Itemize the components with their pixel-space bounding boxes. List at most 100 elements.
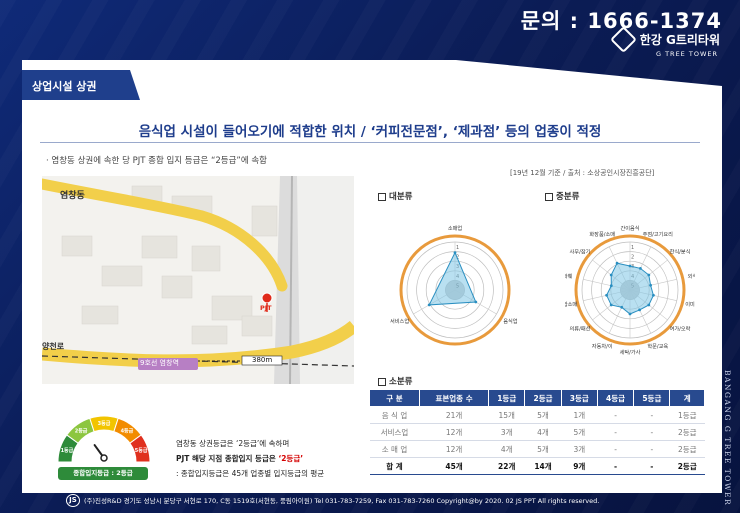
radar-tick-label: 1	[631, 245, 634, 251]
radar-point	[647, 273, 651, 277]
radar-medium-header-text: 중분류	[556, 192, 580, 202]
radar-point	[652, 293, 655, 297]
station-label: 9호선 염창역	[140, 359, 179, 367]
table-cell: -	[633, 423, 670, 441]
table-cell: 5개	[524, 406, 562, 424]
company-logo-icon: JS	[66, 494, 80, 507]
map-label-top: 염창동	[60, 191, 85, 201]
radar-axis-label: 주점/고기요리	[643, 230, 674, 238]
radar-medium-header: 중분류	[545, 190, 579, 202]
table-cell: -	[597, 423, 634, 441]
section-tag: 상업시설 상권	[32, 80, 97, 93]
grade-gauge: 1등급 2등급 3등급 4등급 5등급	[42, 412, 166, 466]
table-cell: -	[597, 440, 634, 458]
table-cell: 2등급	[669, 440, 705, 458]
gauge-segment-label: 3등급	[98, 420, 111, 427]
radar-axis-label: 소매업	[448, 225, 463, 232]
table-header-text: 소분류	[389, 377, 413, 387]
note-line2: PJT 해당 지점 종합입지 등급은 ‘2등급’	[176, 453, 303, 464]
table-cell: 4개	[524, 423, 562, 441]
radar-axis-label: 음식업	[503, 317, 518, 325]
radar-axis-label: 의류/패션	[570, 325, 591, 333]
table-cell: -	[633, 440, 670, 458]
gauge-graphic: 1등급 2등급 3등급 4등급 5등급	[57, 415, 151, 463]
gauge-segment-label: 1등급	[61, 447, 74, 454]
table-cell: -	[633, 406, 670, 424]
radar-point	[427, 303, 431, 307]
table-header: 소분류	[378, 375, 412, 387]
page-title: 음식업 시설이 들어오기에 적합한 위치 / ‘커피전문점’, ‘제과점’ 등의…	[138, 124, 602, 140]
col-grade3: 3등급	[560, 389, 598, 407]
title-divider	[40, 142, 700, 143]
table-cell: 합 계	[369, 457, 420, 475]
gauge-badge-text: 종합입지등급 : 2등급	[73, 469, 133, 477]
col-sample: 표본업종 수	[419, 389, 490, 407]
note-line1: 염창동 상권등급은 ‘2등급’에 속하며	[176, 439, 290, 448]
distance-label: 380m	[252, 356, 273, 364]
radar-large-header-text: 대분류	[389, 192, 413, 202]
col-grade1: 1등급	[488, 389, 526, 407]
radar-axis-label: 종합소매	[565, 300, 577, 308]
radar-point	[615, 261, 619, 265]
radar-series-area	[606, 262, 654, 315]
radar-axis-label: 학문/교육	[647, 342, 668, 350]
table-total-row: 합 계 45개 22개 14개 9개 - -2등급	[369, 457, 705, 475]
table-row: 소 매 업 12개 4개 5개 3개 - -2등급	[369, 440, 705, 458]
footer-text: (주)진성R&D 경기도 성남시 분당구 서현로 170, C동 1519호(서…	[84, 497, 600, 505]
radar-point	[647, 303, 651, 307]
table-cell: 5개	[524, 440, 562, 458]
table-row: 서비스업 12개 3개 4개 5개 - -2등급	[369, 423, 705, 441]
tag-tab-shape	[22, 70, 140, 100]
table-cell: 9개	[561, 457, 598, 475]
location-map[interactable]: 염창동 양천로 9호선 염창역 380m PJT	[42, 176, 354, 384]
radar-axis-label: 화장품/소매	[589, 230, 615, 238]
gauge-hub	[100, 454, 108, 462]
table-header-row: 구 분 표본업종 수 1등급 2등급 3등급 4등급 5등급 계	[368, 389, 705, 407]
radar-point	[609, 303, 613, 307]
table-cell: 22개	[488, 457, 525, 475]
table-cell: -	[597, 457, 634, 475]
table-cell: 1개	[561, 406, 598, 424]
radar-point	[474, 300, 478, 304]
radar-axis-label: 간이음식	[620, 225, 639, 232]
radar-axis-label: 한식/분식	[670, 247, 691, 255]
radar-point	[605, 293, 608, 297]
table-cell: 4개	[488, 440, 525, 458]
note-line2-text: PJT 해당 지점 종합입지 등급은	[176, 454, 279, 463]
radar-point	[638, 308, 641, 312]
table-cell: 2등급	[669, 423, 705, 441]
pjt-pin-label: PJT	[260, 304, 272, 312]
data-source: [19년 12월 기준 / 출처 : 소상공인시장진흥공단]	[510, 169, 655, 177]
logo-subtitle: G TREE TOWER	[655, 50, 718, 58]
col-total: 계	[669, 389, 705, 407]
radar-tick-label: 1	[456, 245, 459, 251]
radar-point	[453, 251, 457, 254]
radar-point	[620, 305, 624, 309]
radar-point	[639, 267, 642, 270]
table-cell: 12개	[419, 440, 489, 458]
table-cell: 2등급	[669, 457, 705, 475]
note-line3: : 종합입지등급은 45개 업종별 입지등급의 평균	[176, 469, 325, 478]
radar-axis-label: 자동차/이	[592, 342, 613, 350]
radar-axis-label: 이미용	[685, 300, 695, 308]
radar-outer-ring	[574, 234, 686, 346]
table-cell: 1등급	[669, 406, 705, 424]
gauge-segment-label: 2등급	[75, 427, 88, 434]
radar-point	[609, 273, 613, 277]
table-cell: 5개	[561, 423, 598, 441]
col-grade4: 4등급	[596, 389, 635, 407]
contact-phone: 문의 : 1666-1374	[520, 9, 722, 33]
grade-table: 구 분 표본업종 수 1등급 2등급 3등급 4등급 5등급 계 음 식 업 21…	[368, 389, 705, 475]
table-cell: 45개	[419, 457, 489, 475]
radar-large-header: 대분류	[378, 190, 412, 202]
table-cell: 21개	[419, 406, 489, 424]
table-cell: 3개	[488, 423, 525, 441]
side-brand-text: BANGANG G TREE TOWER	[723, 370, 732, 507]
gauge-segment-label: 5등급	[135, 447, 148, 454]
table-cell: -	[633, 457, 670, 475]
map-label-left: 양천로	[42, 342, 65, 351]
radar-point	[609, 284, 613, 288]
table-cell: 14개	[524, 457, 562, 475]
radar-axis-label: 여가/오락	[670, 325, 691, 333]
radar-axis-label: 사무/잡기	[570, 247, 591, 255]
